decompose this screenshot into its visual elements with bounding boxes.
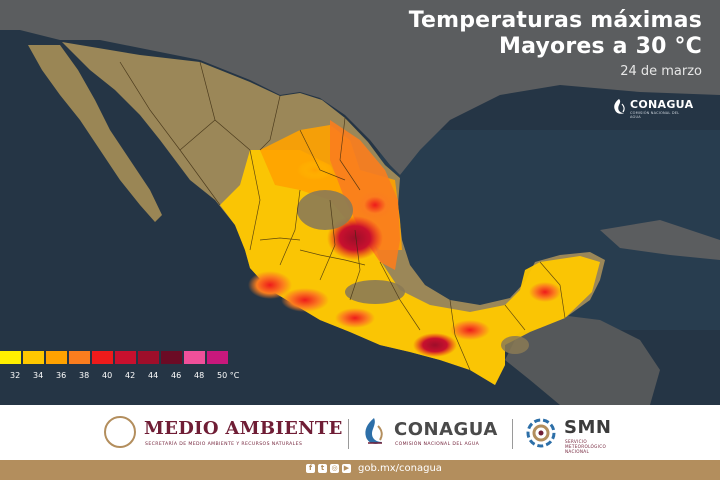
logo-divider [348, 419, 349, 449]
legend-swatch [23, 351, 44, 364]
legend-swatch [138, 351, 159, 364]
hotspot-coahuila [297, 160, 333, 180]
conagua-corner-name: CONAGUA [630, 98, 694, 111]
conagua-corner-subtitle: COMISIÓN NACIONAL DEL AGUA [630, 111, 680, 119]
conagua-drop-icon [365, 418, 383, 444]
smn-spiral-icon [526, 418, 556, 448]
legend-label: 32 [10, 371, 21, 380]
legend-swatch [69, 351, 90, 364]
hotspot-tamaulipas [357, 191, 393, 219]
legend-labels: 32 34 36 38 40 42 44 46 48 50 °C [0, 371, 240, 385]
medio-ambiente-logo: MEDIO AMBIENTE SECRETARÍA DE MEDIO AMBIE… [104, 414, 344, 452]
legend-label: 36 [56, 371, 67, 380]
central-america-landmass [505, 315, 660, 405]
conagua-name: CONAGUA [394, 419, 498, 440]
legend-swatch [92, 351, 113, 364]
legend-swatches [0, 351, 230, 364]
conagua-logo: CONAGUA COMISIÓN NACIONAL DEL AGUA [360, 414, 510, 452]
highlands-chiapas [501, 336, 529, 354]
logo-divider [512, 419, 513, 449]
map-subtitle: Mayores a 30 °C [499, 34, 702, 59]
legend-label: 46 [171, 371, 182, 380]
smn-name: SMN [564, 417, 612, 438]
smn-subtitle: SERVICIO METEOROLÓGICO NACIONAL [565, 439, 607, 454]
legend-label: 42 [125, 371, 136, 380]
youtube-icon[interactable]: ▶ [342, 464, 351, 473]
legend-swatch [161, 351, 182, 364]
conagua-subtitle: COMISIÓN NACIONAL DEL AGUA [395, 442, 480, 447]
smn-logo: SMN SERVICIO METEOROLÓGICO NACIONAL [524, 414, 634, 454]
hotspot-michoacan [248, 271, 292, 299]
legend-swatch [0, 351, 21, 364]
map-title-block: Temperaturas máximas Mayores a 30 °C 24 … [409, 8, 702, 82]
hotspot-tabasco [450, 320, 490, 340]
hotspot-campeche [529, 282, 561, 302]
footer-logos: MEDIO AMBIENTE SECRETARÍA DE MEDIO AMBIE… [0, 405, 720, 460]
conagua-corner-logo: CONAGUA COMISIÓN NACIONAL DEL AGUA [610, 98, 694, 120]
state-borders [119, 61, 566, 371]
legend-label: 48 [194, 371, 205, 380]
instagram-icon[interactable]: ◎ [330, 464, 339, 473]
conagua-mark-icon [614, 99, 625, 114]
map-title: Temperaturas máximas [408, 8, 702, 33]
facebook-icon[interactable]: f [306, 464, 315, 473]
legend-label: 44 [148, 371, 159, 380]
temperature-legend: 32 34 36 38 40 42 44 46 48 50 °C [0, 351, 240, 391]
hotspot-oaxaca-coast [335, 308, 375, 328]
site-url-link[interactable]: gob.mx/conagua [358, 463, 442, 474]
legend-label: 38 [79, 371, 90, 380]
national-seal-icon [104, 416, 136, 448]
legend-swatch [46, 351, 67, 364]
legend-label: 50 °C [217, 371, 240, 380]
hotspot-guerrero [281, 288, 329, 312]
legend-label: 40 [102, 371, 113, 380]
medio-ambiente-subtitle: SECRETARÍA DE MEDIO AMBIENTE Y RECURSOS … [145, 442, 303, 447]
hotspot-oaxaca [413, 333, 457, 357]
baja-california [28, 45, 162, 222]
hotspot-huasteca [327, 216, 383, 260]
highlands-north [297, 190, 353, 230]
cuba-landmass [600, 220, 720, 260]
bottom-bar: f t ◎ ▶ gob.mx/conagua [0, 460, 720, 480]
social-icons: f t ◎ ▶ [306, 464, 351, 473]
legend-swatch [184, 351, 205, 364]
legend-label: 34 [33, 371, 44, 380]
map-graphic [0, 0, 720, 405]
usa-landmass [0, 0, 720, 175]
legend-swatch [115, 351, 136, 364]
medio-ambiente-name: MEDIO AMBIENTE [144, 418, 343, 439]
highlands-central [345, 280, 405, 304]
legend-swatch [207, 351, 228, 364]
map-date: 24 de marzo [620, 64, 702, 79]
temperature-map: Temperaturas máximas Mayores a 30 °C 24 … [0, 0, 720, 405]
twitter-icon[interactable]: t [318, 464, 327, 473]
